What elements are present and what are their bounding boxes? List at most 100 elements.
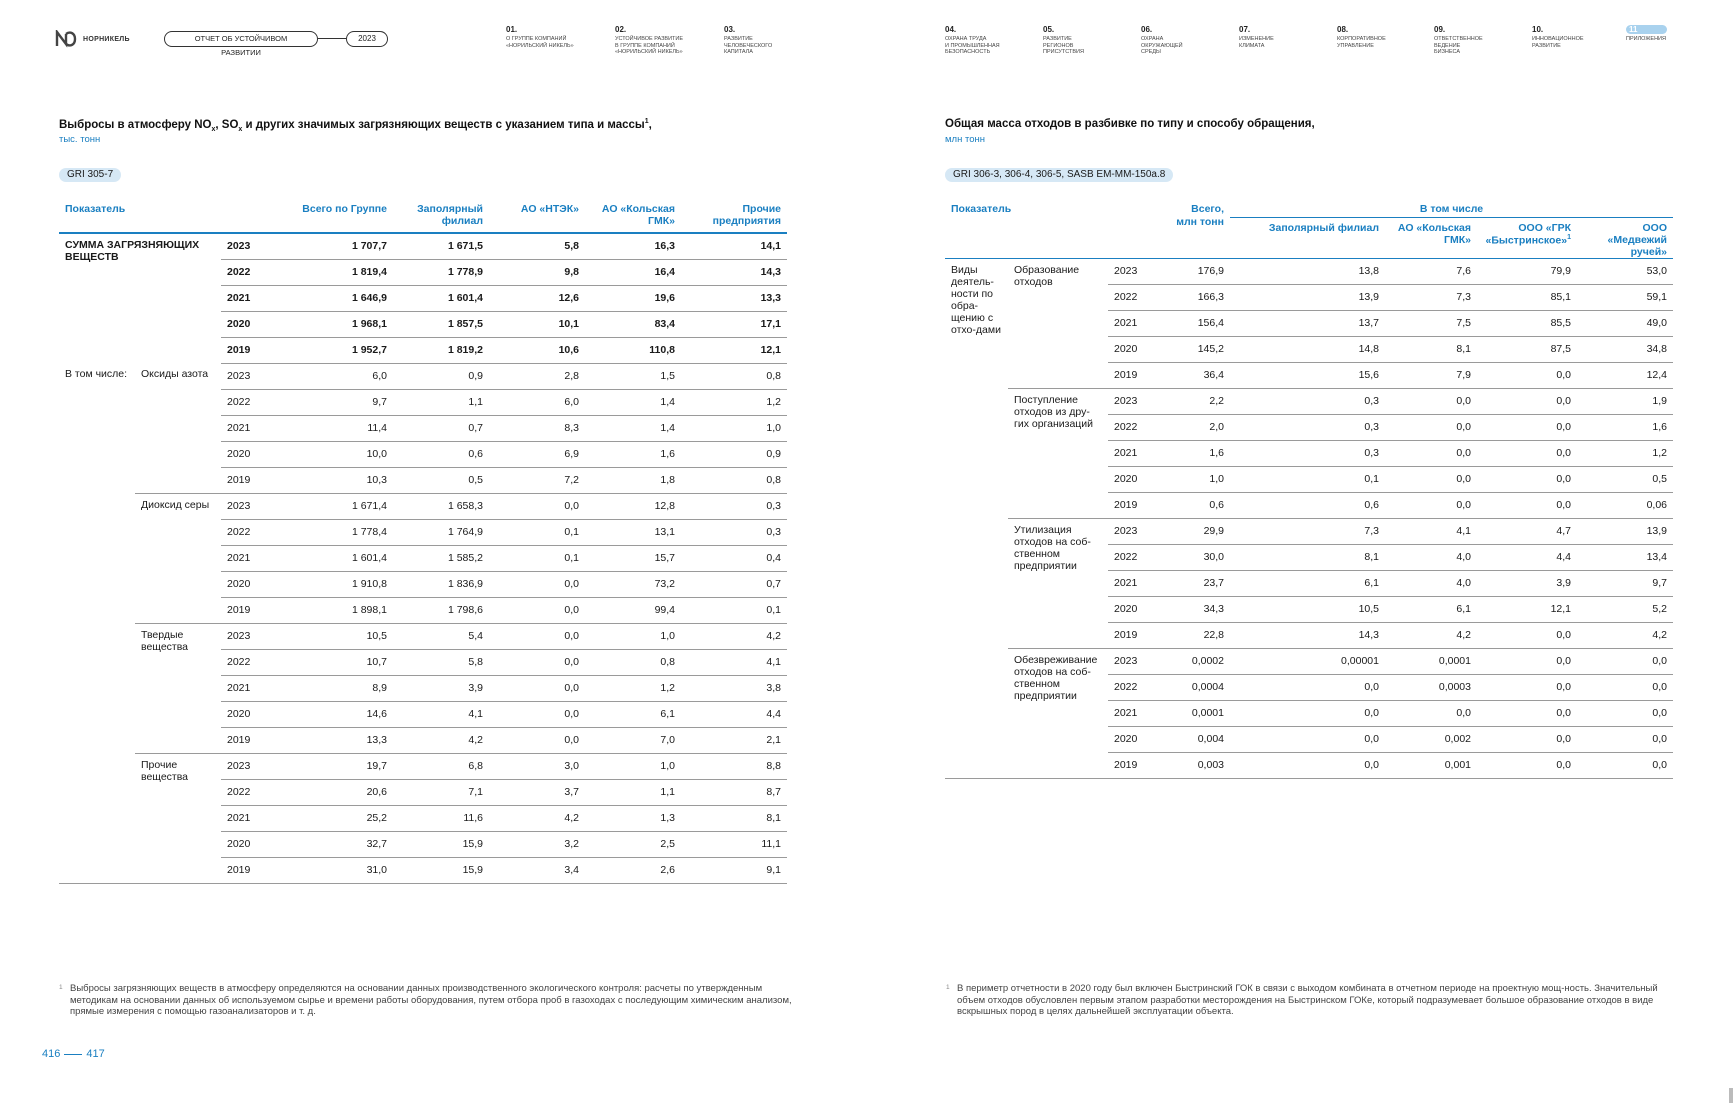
footnote-mark: 1 (59, 984, 63, 991)
bystrinskoe-value: 4,7 (1477, 518, 1577, 545)
ntek-value: 3,4 (489, 857, 585, 884)
year-cell: 2023 (1108, 648, 1168, 675)
year-cell: 2020 (1108, 466, 1168, 493)
kola-gmk-value: 7,3 (1385, 284, 1477, 311)
polar-branch-value: 5,4 (393, 623, 489, 650)
other-value: 2,1 (681, 727, 787, 754)
polar-branch-value: 1 819,2 (393, 337, 489, 364)
kola-gmk-value: 0,0001 (1385, 648, 1477, 675)
table-row: 2020 145,2 14,8 8,1 87,5 34,8 (945, 336, 1673, 363)
other-value: 3,8 (681, 675, 787, 702)
report-year-pill[interactable]: 2023 (346, 31, 388, 47)
company-logo[interactable]: НОРНИКЕЛЬ (55, 30, 130, 48)
nav-section-11-active[interactable]: 11 Приложения (1626, 25, 1706, 43)
group-total-value: 1 646,9 (285, 285, 393, 312)
logo-text: НОРНИКЕЛЬ (83, 35, 130, 43)
nav-section-09[interactable]: 09. Ответственное ведение бизнеса (1434, 25, 1524, 56)
including-label: В том числе: (59, 363, 135, 884)
other-value: 0,1 (681, 597, 787, 624)
polar-branch-value: 6,1 (1230, 570, 1385, 597)
medvezhiy-value: 1,2 (1577, 440, 1673, 467)
polar-branch-value: 0,5 (393, 467, 489, 494)
col-kola-gmk: АО «Кольская ГМК» (601, 203, 675, 227)
nav-section-08[interactable]: 08. Корпоративное управление (1337, 25, 1427, 49)
nav-section-03[interactable]: 03. Развитие человеческого капитала (724, 25, 814, 56)
table-row: Виды деятель-ности по обра-щению с отхо-… (945, 258, 1673, 779)
bystrinskoe-value: 4,4 (1477, 544, 1577, 571)
table-row: 2020 10,0 0,6 6,9 1,6 0,9 (59, 441, 787, 468)
medvezhiy-value: 0,06 (1577, 492, 1673, 519)
other-value: 0,8 (681, 467, 787, 494)
table-row: Диоксид серы 2023 1 671,4 1 658,3 0,0 12,8 0,3 (59, 493, 787, 624)
kola-gmk-value: 4,1 (1385, 518, 1477, 545)
polar-branch-value: 0,6 (1230, 492, 1385, 519)
kola-gmk-value: 0,8 (585, 649, 681, 676)
nav-section-05[interactable]: 05. Развитие регионов присутствия (1043, 25, 1133, 56)
kola-gmk-value: 110,8 (585, 337, 681, 364)
year-cell: 2022 (221, 389, 285, 416)
polar-branch-value: 0,3 (1230, 414, 1385, 441)
table-row: 2020 32,7 15,9 3,2 2,5 11,1 (59, 831, 787, 858)
col-ntek: АО «НТЭК» (520, 203, 579, 215)
report-title-pill[interactable]: ОТЧЕТ ОБ УСТОЙЧИВОМ РАЗВИТИИ (164, 31, 318, 57)
table-row: 2019 31,0 15,9 3,4 2,6 9,1 (59, 857, 787, 884)
nav-section-04[interactable]: 04. Охрана труда и промышленная безопасн… (945, 25, 1035, 56)
ntek-value: 12,6 (489, 285, 585, 312)
year-cell: 2022 (221, 519, 285, 546)
table-row: 2021 1 646,9 1 601,4 12,6 19,6 13,3 (59, 285, 787, 312)
table-row: 2022 1 819,4 1 778,9 9,8 16,4 14,3 (59, 259, 787, 286)
polar-branch-value: 1 798,6 (393, 597, 489, 624)
polar-branch-value: 15,9 (393, 857, 489, 884)
polar-branch-value: 3,9 (393, 675, 489, 702)
ntek-value: 0,0 (489, 649, 585, 676)
year-cell: 2020 (1108, 726, 1168, 753)
group-total-value: 10,3 (285, 467, 393, 494)
polar-branch-value: 4,2 (393, 727, 489, 754)
table-row: 2022 10,7 5,8 0,0 0,8 4,1 (59, 649, 787, 676)
kola-gmk-value: 2,6 (585, 857, 681, 884)
substance-label: Оксиды азота (135, 363, 221, 494)
ntek-value: 0,0 (489, 675, 585, 702)
kola-gmk-value: 16,4 (585, 259, 681, 286)
table-row: В том числе: Оксиды азота 2023 6,0 0,9 2,8 1,5… (59, 363, 787, 884)
polar-branch-value: 14,8 (1230, 336, 1385, 363)
nav-section-06[interactable]: 06. Охрана окружающей среды (1141, 25, 1231, 56)
nav-section-10[interactable]: 10. Инновационное развитие (1532, 25, 1622, 49)
left-footnote: 1 Выбросы загрязняющих веществ в атмосфе… (59, 983, 800, 1018)
bystrinskoe-value: 0,0 (1477, 648, 1577, 675)
other-value: 0,3 (681, 519, 787, 546)
substance-label: Диоксид серы (135, 493, 221, 624)
bystrinskoe-value: 0,0 (1477, 440, 1577, 467)
nav-number: 09. (1434, 25, 1446, 34)
nav-number: 04. (945, 25, 957, 34)
other-value: 8,7 (681, 779, 787, 806)
polar-branch-value: 0,0 (1230, 726, 1385, 753)
polar-branch-value: 13,9 (1230, 284, 1385, 311)
total-value: 0,0002 (1168, 648, 1230, 675)
medvezhiy-value: 34,8 (1577, 336, 1673, 363)
ntek-value: 6,0 (489, 389, 585, 416)
ntek-value: 10,6 (489, 337, 585, 364)
table-row: 2022 166,3 13,9 7,3 85,1 59,1 (945, 284, 1673, 311)
bystrinskoe-value: 85,1 (1477, 284, 1577, 311)
polar-branch-value: 1 778,9 (393, 259, 489, 286)
year-cell: 2023 (221, 623, 285, 650)
kola-gmk-value: 0,001 (1385, 752, 1477, 779)
table-row: 2021 1 601,4 1 585,2 0,1 15,7 0,4 (59, 545, 787, 572)
other-value: 4,1 (681, 649, 787, 676)
total-value: 0,0004 (1168, 674, 1230, 701)
emissions-table-title: Выбросы в атмосферу NOx, SOx и других зн… (59, 118, 799, 133)
nav-section-07[interactable]: 07. Изменение климата (1239, 25, 1329, 49)
ntek-value: 0,1 (489, 545, 585, 572)
medvezhiy-value: 0,0 (1577, 726, 1673, 753)
medvezhiy-value: 12,4 (1577, 362, 1673, 389)
nav-section-02[interactable]: 02. Устойчивое развитие в группе компани… (615, 25, 705, 56)
group-total-value: 10,7 (285, 649, 393, 676)
kola-gmk-value: 0,0 (1385, 440, 1477, 467)
nav-title: Изменение климата (1239, 36, 1274, 49)
table-row: 2022 20,6 7,1 3,7 1,1 8,7 (59, 779, 787, 806)
nav-section-01[interactable]: 01. О группе компаний «Норильский никель… (506, 25, 596, 49)
polar-branch-value: 0,6 (393, 441, 489, 468)
waste-type-label: Образование отходов (1008, 258, 1108, 389)
year-cell: 2022 (221, 649, 285, 676)
